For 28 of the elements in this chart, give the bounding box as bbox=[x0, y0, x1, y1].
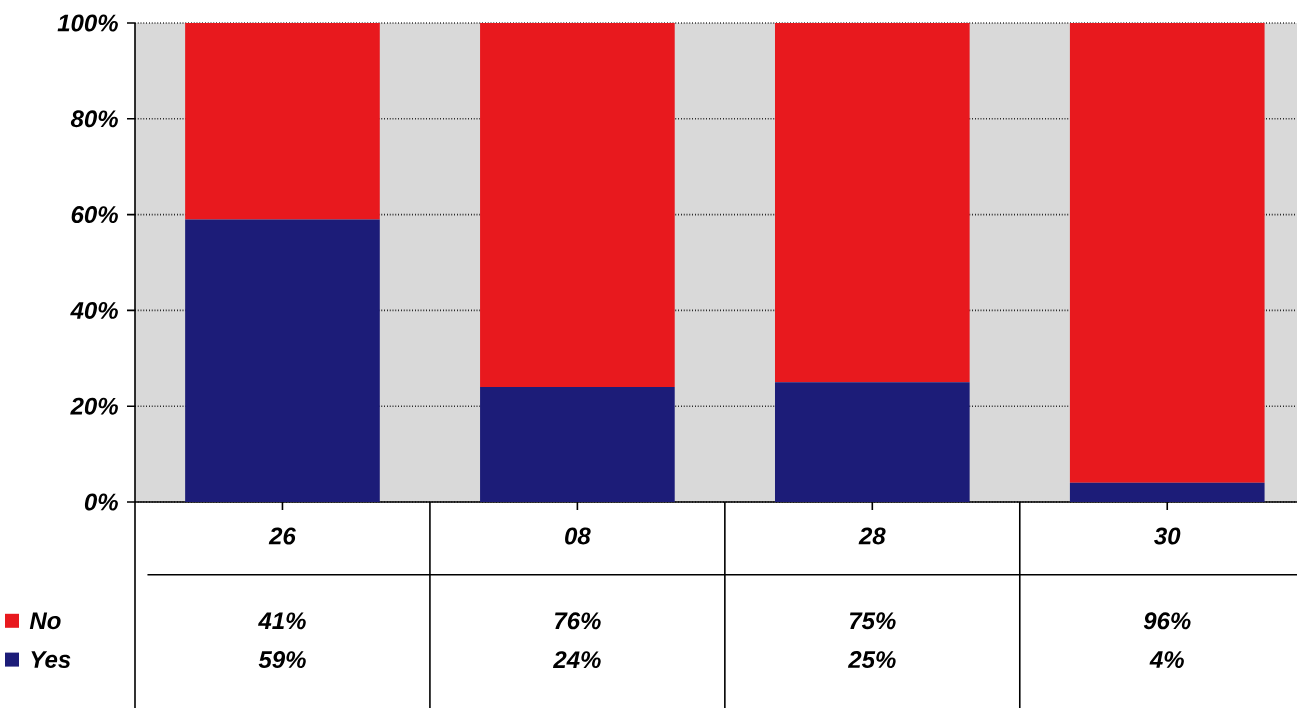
data-label: 59% bbox=[258, 651, 306, 669]
bar bbox=[774, 382, 970, 502]
bar bbox=[185, 219, 380, 502]
x-tick-label: 30 bbox=[1154, 527, 1181, 545]
data-label: 76% bbox=[555, 612, 601, 630]
y-tick-label: 20% bbox=[70, 397, 118, 415]
legend-label: No bbox=[29, 612, 61, 630]
data-label: 96% bbox=[1143, 612, 1191, 630]
data-label: 25% bbox=[847, 651, 896, 669]
y-tick-label: 40% bbox=[70, 301, 118, 319]
bar bbox=[480, 387, 675, 502]
y-tick-label: 80% bbox=[70, 110, 118, 128]
x-tick-label: 26 bbox=[268, 527, 296, 545]
data-label: 4% bbox=[1149, 651, 1184, 669]
bar bbox=[774, 23, 970, 383]
x-tick-label: 08 bbox=[565, 527, 591, 545]
y-tick-label: 100% bbox=[57, 14, 118, 32]
x-tick-label: 28 bbox=[858, 527, 886, 545]
y-tick-label: 60% bbox=[71, 206, 118, 224]
bar bbox=[480, 23, 675, 388]
bar bbox=[1069, 482, 1265, 502]
data-label: 24% bbox=[552, 651, 601, 669]
data-label: 41% bbox=[258, 612, 306, 630]
legend-label: Yes bbox=[31, 651, 71, 668]
bar bbox=[185, 23, 380, 220]
y-tick-label: 0% bbox=[84, 493, 118, 511]
data-label: 75% bbox=[849, 612, 896, 630]
bar bbox=[1069, 23, 1265, 483]
